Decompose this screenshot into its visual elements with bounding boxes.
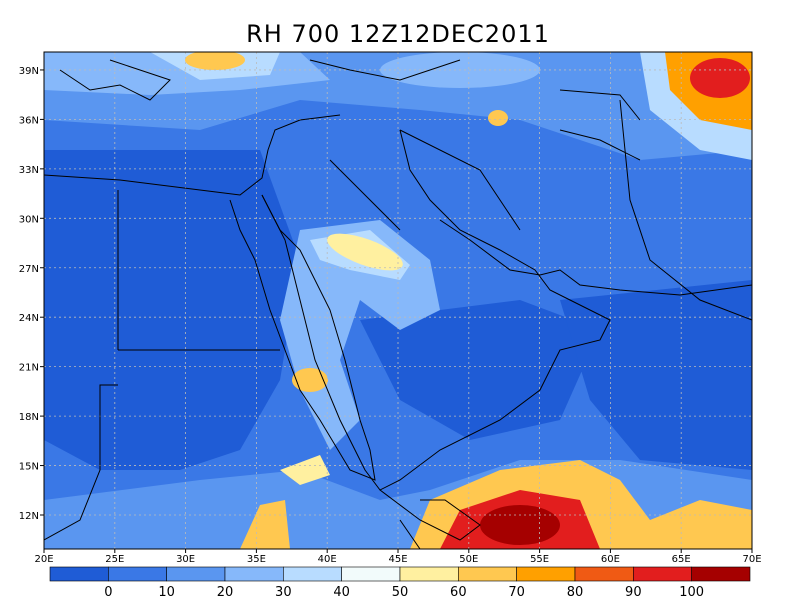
field-blob <box>488 110 508 126</box>
colorbar-label: 40 <box>333 585 350 600</box>
colorbar-swatch <box>108 566 167 582</box>
lat-label: 33N <box>19 165 39 176</box>
lon-label: 65E <box>672 554 691 565</box>
lat-label: 18N <box>19 412 39 423</box>
lon-label: 50E <box>459 554 478 565</box>
field-blob <box>480 505 560 545</box>
colorbar-swatch <box>224 566 284 582</box>
coastline <box>261 129 611 491</box>
field-blob <box>280 455 330 485</box>
colorbar-swatch <box>49 566 109 582</box>
lon-label: 30E <box>176 554 195 565</box>
lon-label: 35E <box>247 554 266 565</box>
colorbar-swatch <box>691 566 751 582</box>
colorbar-swatch <box>283 566 342 582</box>
colorbar-label: 30 <box>275 585 292 600</box>
field-blob <box>327 233 403 271</box>
coastline <box>229 194 376 481</box>
colorbar-label: 20 <box>217 585 234 600</box>
coastline <box>44 114 341 196</box>
coastlines <box>44 59 752 549</box>
colorbar-label: 80 <box>567 585 584 600</box>
graticule <box>44 52 752 549</box>
lon-label: 45E <box>388 554 407 565</box>
field-dry <box>360 300 600 440</box>
lat-label: 30N <box>19 214 39 225</box>
field-dry <box>560 280 752 470</box>
coastline <box>59 59 641 549</box>
colorbar-swatch <box>458 566 517 582</box>
field-blob <box>292 368 328 392</box>
colorbar-swatch <box>633 566 692 582</box>
lon-label: 40E <box>318 554 337 565</box>
lon-label: 25E <box>105 554 124 565</box>
coastline <box>379 489 481 541</box>
lat-label: 39N <box>19 66 39 77</box>
lat-label: 15N <box>19 462 39 473</box>
lon-label: 70E <box>742 554 761 565</box>
colorbar-label: 100 <box>679 585 704 600</box>
coastline <box>439 219 752 296</box>
lat-label: 12N <box>19 511 39 522</box>
colorbar: 0 10 20 30 40 50 60 70 80 90 100 <box>49 566 751 600</box>
colorbar-swatch <box>516 566 576 582</box>
colorbar-label: 50 <box>392 585 409 600</box>
colorbar-label: 60 <box>450 585 467 600</box>
colorbar-label: 70 <box>508 585 525 600</box>
field-blob <box>690 58 750 98</box>
field-blob <box>185 52 245 70</box>
border <box>44 99 752 541</box>
lat-label: 27N <box>19 264 39 275</box>
map-title: RH 700 12Z12DEC2011 <box>246 20 550 48</box>
lon-label: 55E <box>530 554 549 565</box>
colorbar-swatch <box>574 566 634 582</box>
field-dry <box>44 150 300 470</box>
lat-label: 24N <box>19 313 39 324</box>
colorbar-label: 0 <box>104 585 112 600</box>
lon-label: 20E <box>34 554 53 565</box>
colorbar-swatch <box>341 566 401 582</box>
colorbar-label: 10 <box>158 585 175 600</box>
colorbar-swatch <box>399 566 459 582</box>
colorbar-label: 90 <box>625 585 642 600</box>
lon-label: 60E <box>601 554 620 565</box>
lat-label: 36N <box>19 115 39 126</box>
rh-field <box>44 52 752 549</box>
lat-label: 21N <box>19 363 39 374</box>
axis-labels: 20E 25E 30E 35E 40E 45E 50E 55E 60E 65E 70E 12N 15N 1… <box>19 66 762 565</box>
field-blob <box>240 500 290 549</box>
colorbar-swatch <box>166 566 226 582</box>
